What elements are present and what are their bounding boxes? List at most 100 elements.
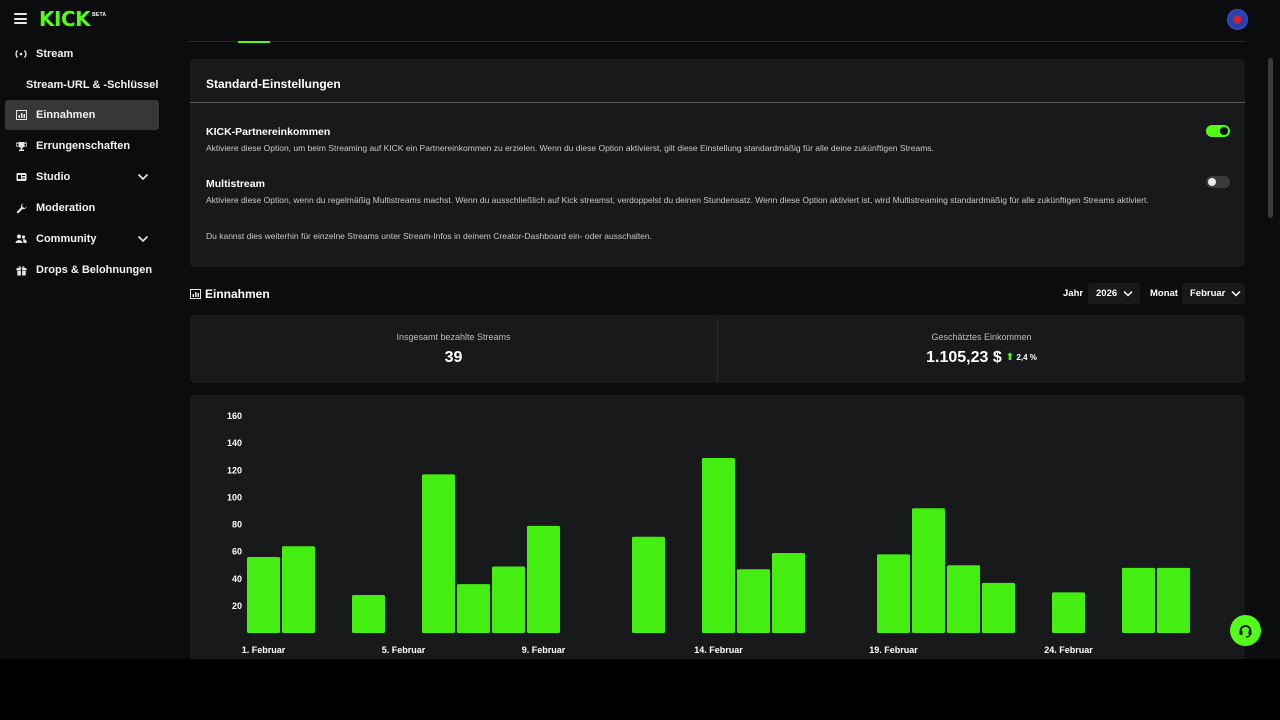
month-select[interactable]: Februar xyxy=(1182,283,1245,304)
y-tick-label: 20 xyxy=(232,601,242,611)
headset-icon xyxy=(1239,625,1252,638)
divider xyxy=(717,317,718,381)
chevron-down-icon[interactable] xyxy=(137,172,149,182)
trend-badge: ⬆ 2,4 % xyxy=(1005,352,1037,363)
studio-icon xyxy=(15,171,27,183)
scrollbar[interactable] xyxy=(1268,58,1273,218)
total-streams-label: Insgesamt bezahlte Streams xyxy=(396,332,511,342)
sidebar-item-studio[interactable]: Studio xyxy=(5,162,159,192)
x-tick-label: 19. Februar xyxy=(869,645,918,655)
bar-day-21[interactable] xyxy=(947,565,980,633)
bottom-bar xyxy=(0,659,1280,720)
sidebar-item-label: Einnahmen xyxy=(36,109,96,121)
y-tick-label: 100 xyxy=(227,492,242,502)
sidebar-item-einnahmen[interactable]: Einnahmen xyxy=(5,100,159,130)
x-tick-label: 9. Februar xyxy=(522,645,566,655)
settings-footnote: Du kannst dies weiterhin für einzelne St… xyxy=(206,231,653,241)
avatar[interactable] xyxy=(1227,9,1248,30)
estimated-income-value: 1.105,23 $ xyxy=(926,349,1002,366)
bar-day-9[interactable] xyxy=(527,525,560,633)
earnings-title: Einnahmen xyxy=(205,287,270,301)
sidebar-item-stream-url[interactable]: Stream-URL & -Schlüssel xyxy=(5,70,159,100)
bar-day-7[interactable] xyxy=(457,584,490,633)
y-tick-label: 60 xyxy=(232,547,242,557)
multistream-title: Multistream xyxy=(206,178,265,190)
y-tick-label: 140 xyxy=(227,438,242,448)
year-value: 2026 xyxy=(1096,288,1118,299)
y-tick-label: 160 xyxy=(227,411,242,421)
tab-bar-divider xyxy=(188,41,1245,42)
x-tick-label: 24. Februar xyxy=(1044,645,1093,655)
bar-day-12[interactable] xyxy=(632,536,665,633)
sidebar-item-label: Drops & Belohnungen xyxy=(36,264,153,276)
chevron-down-icon xyxy=(1123,290,1133,297)
estimated-income-row: 1.105,23 $ ⬆ 2,4 % xyxy=(718,349,1245,367)
multistream-toggle[interactable] xyxy=(1206,176,1230,188)
total-streams-stat: Insgesamt bezahlte Streams 39 xyxy=(190,315,717,383)
partner-income-toggle[interactable] xyxy=(1206,125,1230,137)
bar-day-20[interactable] xyxy=(912,508,945,633)
bar-day-24[interactable] xyxy=(1052,592,1085,633)
main-content: Standard-Einstellungen KICK-Partnereinko… xyxy=(166,0,1266,659)
sidebar-item-label: Stream xyxy=(36,48,74,60)
year-select[interactable]: 2026 xyxy=(1088,283,1140,304)
bar-day-19[interactable] xyxy=(877,554,910,633)
bar-day-16[interactable] xyxy=(772,552,805,633)
menu-icon[interactable] xyxy=(14,13,27,24)
month-label: Monat xyxy=(1150,288,1178,299)
bar-day-14[interactable] xyxy=(702,458,735,633)
bar-day-15[interactable] xyxy=(737,569,770,633)
multistream-description: Aktiviere diese Option, wenn du regelmäß… xyxy=(206,195,1149,205)
app-window: KICK BETA Stream Stream-URL & -Schlüssel… xyxy=(0,0,1280,659)
x-tick-label: 14. Februar xyxy=(694,645,743,655)
chart-icon xyxy=(190,289,201,299)
bar-day-2[interactable] xyxy=(282,546,315,633)
x-tick-label: 5. Februar xyxy=(382,645,426,655)
earnings-bar-chart: 20 40 60 80 100 120 140 160 1. Februar 5. Februar… xyxy=(227,411,1190,655)
sidebar-item-errungenschaften[interactable]: Errungenschaften xyxy=(5,131,159,161)
users-icon xyxy=(15,233,27,245)
sidebar-item-moderation[interactable]: Moderation xyxy=(5,193,159,223)
arrow-up-icon: ⬆ xyxy=(1005,352,1015,363)
estimated-income-stat: Geschätztes Einkommen 1.105,23 $ ⬆ 2,4 % xyxy=(718,315,1245,383)
bar-day-1[interactable] xyxy=(247,557,280,633)
y-tick-label: 80 xyxy=(232,520,242,530)
bar-day-27[interactable] xyxy=(1157,567,1190,633)
bar-day-8[interactable] xyxy=(492,566,525,633)
sidebar-item-label: Community xyxy=(36,233,97,245)
sidebar-item-label: Studio xyxy=(36,171,71,183)
help-button[interactable] xyxy=(1230,615,1261,646)
earnings-heading: Einnahmen xyxy=(190,286,270,302)
chart-icon xyxy=(15,109,27,121)
standard-settings-card: Standard-Einstellungen KICK-Partnereinko… xyxy=(190,59,1245,267)
partner-income-description: Aktiviere diese Option, um beim Streamin… xyxy=(206,143,934,153)
sidebar-item-label: Stream-URL & -Schlüssel xyxy=(26,79,159,91)
bar-day-22[interactable] xyxy=(982,582,1015,633)
broadcast-icon xyxy=(15,48,27,60)
total-streams-value: 39 xyxy=(444,349,463,366)
sidebar-item-stream[interactable]: Stream xyxy=(5,39,159,69)
bar-day-4[interactable] xyxy=(352,595,385,633)
top-bar: KICK BETA xyxy=(0,0,1280,42)
sidebar: Stream Stream-URL & -Schlüssel Einnahmen… xyxy=(0,42,166,659)
trophy-icon xyxy=(15,140,27,152)
year-label: Jahr xyxy=(1063,288,1084,299)
gift-icon xyxy=(15,264,27,276)
chevron-down-icon[interactable] xyxy=(137,234,149,244)
settings-title: Standard-Einstellungen xyxy=(206,77,341,91)
x-tick-label: 1. Februar xyxy=(242,645,286,655)
sidebar-item-label: Moderation xyxy=(36,202,96,214)
earnings-chart: 20 40 60 80 100 120 140 160 1. Februar 5. Februar… xyxy=(190,395,1245,659)
partner-income-title: KICK-Partnereinkommen xyxy=(206,126,331,138)
sidebar-item-community[interactable]: Community xyxy=(5,224,159,254)
beta-badge: BETA xyxy=(92,12,107,18)
bar-day-26[interactable] xyxy=(1122,567,1155,633)
sidebar-item-drops[interactable]: Drops & Belohnungen xyxy=(5,255,159,285)
bar-day-6[interactable] xyxy=(422,474,455,633)
trend-value: 2,4 % xyxy=(1016,353,1037,362)
estimated-income-label: Geschätztes Einkommen xyxy=(931,332,1032,342)
y-tick-label: 40 xyxy=(232,574,242,584)
kick-logo[interactable]: KICK BETA xyxy=(39,9,106,29)
logo-text: KICK xyxy=(39,7,91,31)
chevron-down-icon xyxy=(1231,290,1241,297)
